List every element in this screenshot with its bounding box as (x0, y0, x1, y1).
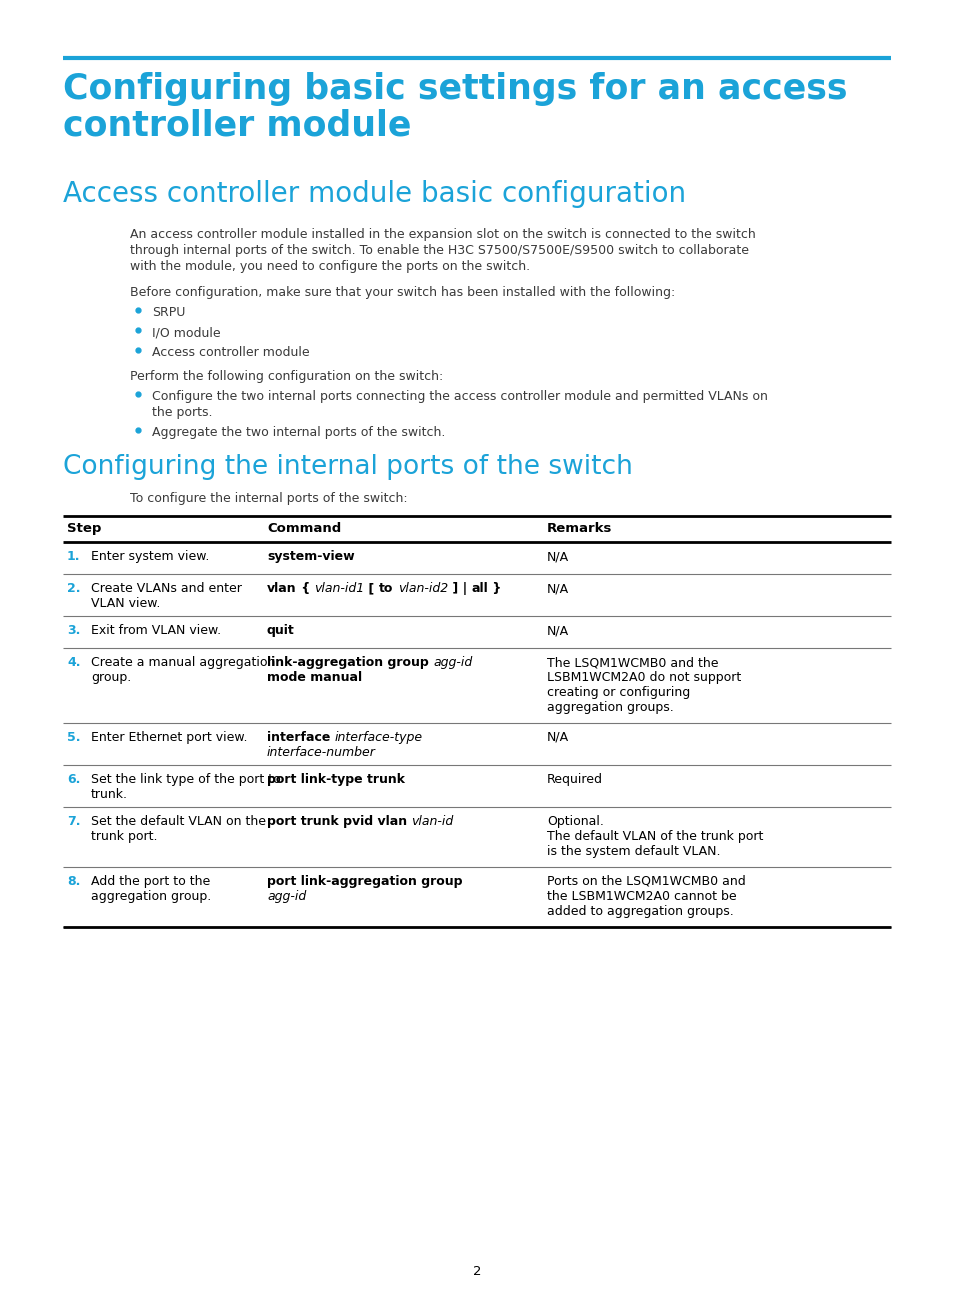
Text: An access controller module installed in the expansion slot on the switch is con: An access controller module installed in… (130, 228, 755, 241)
Text: through internal ports of the switch. To enable the H3C S7500/S7500E/S9500 switc: through internal ports of the switch. To… (130, 244, 748, 257)
Text: The LSQM1WCMB0 and the: The LSQM1WCMB0 and the (546, 656, 718, 669)
Text: 1.: 1. (67, 550, 80, 562)
Text: controller module: controller module (63, 108, 411, 143)
Text: interface: interface (267, 731, 330, 744)
Text: LSBM1WCM2A0 do not support: LSBM1WCM2A0 do not support (546, 671, 740, 684)
Text: Configuring the internal ports of the switch: Configuring the internal ports of the sw… (63, 454, 632, 480)
Text: all: all (471, 582, 488, 595)
Text: Before configuration, make sure that your switch has been installed with the fol: Before configuration, make sure that you… (130, 286, 675, 299)
Text: Exit from VLAN view.: Exit from VLAN view. (91, 623, 221, 638)
Text: interface-number: interface-number (267, 746, 375, 759)
Text: [: [ (364, 582, 378, 595)
Text: Create a manual aggregation: Create a manual aggregation (91, 656, 275, 669)
Text: vlan-id: vlan-id (411, 815, 453, 828)
Text: added to aggregation groups.: added to aggregation groups. (546, 905, 733, 918)
Text: the LSBM1WCM2A0 cannot be: the LSBM1WCM2A0 cannot be (546, 890, 736, 903)
Text: Aggregate the two internal ports of the switch.: Aggregate the two internal ports of the … (152, 426, 445, 439)
Text: {: { (296, 582, 314, 595)
Text: }: } (488, 582, 501, 595)
Text: with the module, you need to configure the ports on the switch.: with the module, you need to configure t… (130, 260, 530, 273)
Text: Step: Step (67, 522, 101, 535)
Text: ] |: ] | (448, 582, 471, 595)
Text: Set the link type of the port to: Set the link type of the port to (91, 772, 280, 785)
Text: Access controller module basic configuration: Access controller module basic configura… (63, 180, 685, 207)
Text: port link-type trunk: port link-type trunk (267, 772, 405, 785)
Text: port link-aggregation group: port link-aggregation group (267, 875, 462, 888)
Text: Optional.: Optional. (546, 815, 603, 828)
Text: vlan-id1: vlan-id1 (314, 582, 364, 595)
Text: port trunk pvid vlan: port trunk pvid vlan (267, 815, 407, 828)
Text: aggregation groups.: aggregation groups. (546, 701, 673, 714)
Text: Add the port to the: Add the port to the (91, 875, 210, 888)
Text: 2.: 2. (67, 582, 80, 595)
Text: N/A: N/A (546, 550, 569, 562)
Text: Enter Ethernet port view.: Enter Ethernet port view. (91, 731, 247, 744)
Text: group.: group. (91, 671, 132, 684)
Text: Configure the two internal ports connecting the access controller module and per: Configure the two internal ports connect… (152, 390, 767, 403)
Text: quit: quit (267, 623, 294, 638)
Text: aggregation group.: aggregation group. (91, 890, 211, 903)
Text: SRPU: SRPU (152, 306, 185, 319)
Text: agg-id: agg-id (267, 890, 306, 903)
Text: system-view: system-view (267, 550, 355, 562)
Text: creating or configuring: creating or configuring (546, 686, 690, 699)
Text: Enter system view.: Enter system view. (91, 550, 209, 562)
Text: vlan-id2: vlan-id2 (397, 582, 448, 595)
Text: the ports.: the ports. (152, 406, 213, 419)
Text: VLAN view.: VLAN view. (91, 597, 160, 610)
Text: 3.: 3. (67, 623, 80, 638)
Text: Remarks: Remarks (546, 522, 612, 535)
Text: is the system default VLAN.: is the system default VLAN. (546, 845, 720, 858)
Text: Ports on the LSQM1WCMB0 and: Ports on the LSQM1WCMB0 and (546, 875, 745, 888)
Text: 4.: 4. (67, 656, 80, 669)
Text: 5.: 5. (67, 731, 80, 744)
Text: N/A: N/A (546, 623, 569, 638)
Text: 6.: 6. (67, 772, 80, 785)
Text: Required: Required (546, 772, 602, 785)
Text: trunk.: trunk. (91, 788, 128, 801)
Text: 7.: 7. (67, 815, 80, 828)
Text: To configure the internal ports of the switch:: To configure the internal ports of the s… (130, 492, 407, 505)
Text: interface-type: interface-type (334, 731, 422, 744)
Text: N/A: N/A (546, 582, 569, 595)
Text: Perform the following configuration on the switch:: Perform the following configuration on t… (130, 369, 443, 384)
Text: I/O module: I/O module (152, 327, 220, 340)
Text: mode manual: mode manual (267, 671, 362, 684)
Text: The default VLAN of the trunk port: The default VLAN of the trunk port (546, 829, 762, 842)
Text: Create VLANs and enter: Create VLANs and enter (91, 582, 242, 595)
Text: Access controller module: Access controller module (152, 346, 310, 359)
Text: Command: Command (267, 522, 341, 535)
Text: Configuring basic settings for an access: Configuring basic settings for an access (63, 73, 846, 106)
Text: 2: 2 (473, 1265, 480, 1278)
Text: N/A: N/A (546, 731, 569, 744)
Text: trunk port.: trunk port. (91, 829, 157, 842)
Text: link-aggregation group: link-aggregation group (267, 656, 428, 669)
Text: vlan: vlan (267, 582, 296, 595)
Text: 8.: 8. (67, 875, 80, 888)
Text: Set the default VLAN on the: Set the default VLAN on the (91, 815, 266, 828)
Text: to: to (378, 582, 393, 595)
Text: agg-id: agg-id (433, 656, 472, 669)
